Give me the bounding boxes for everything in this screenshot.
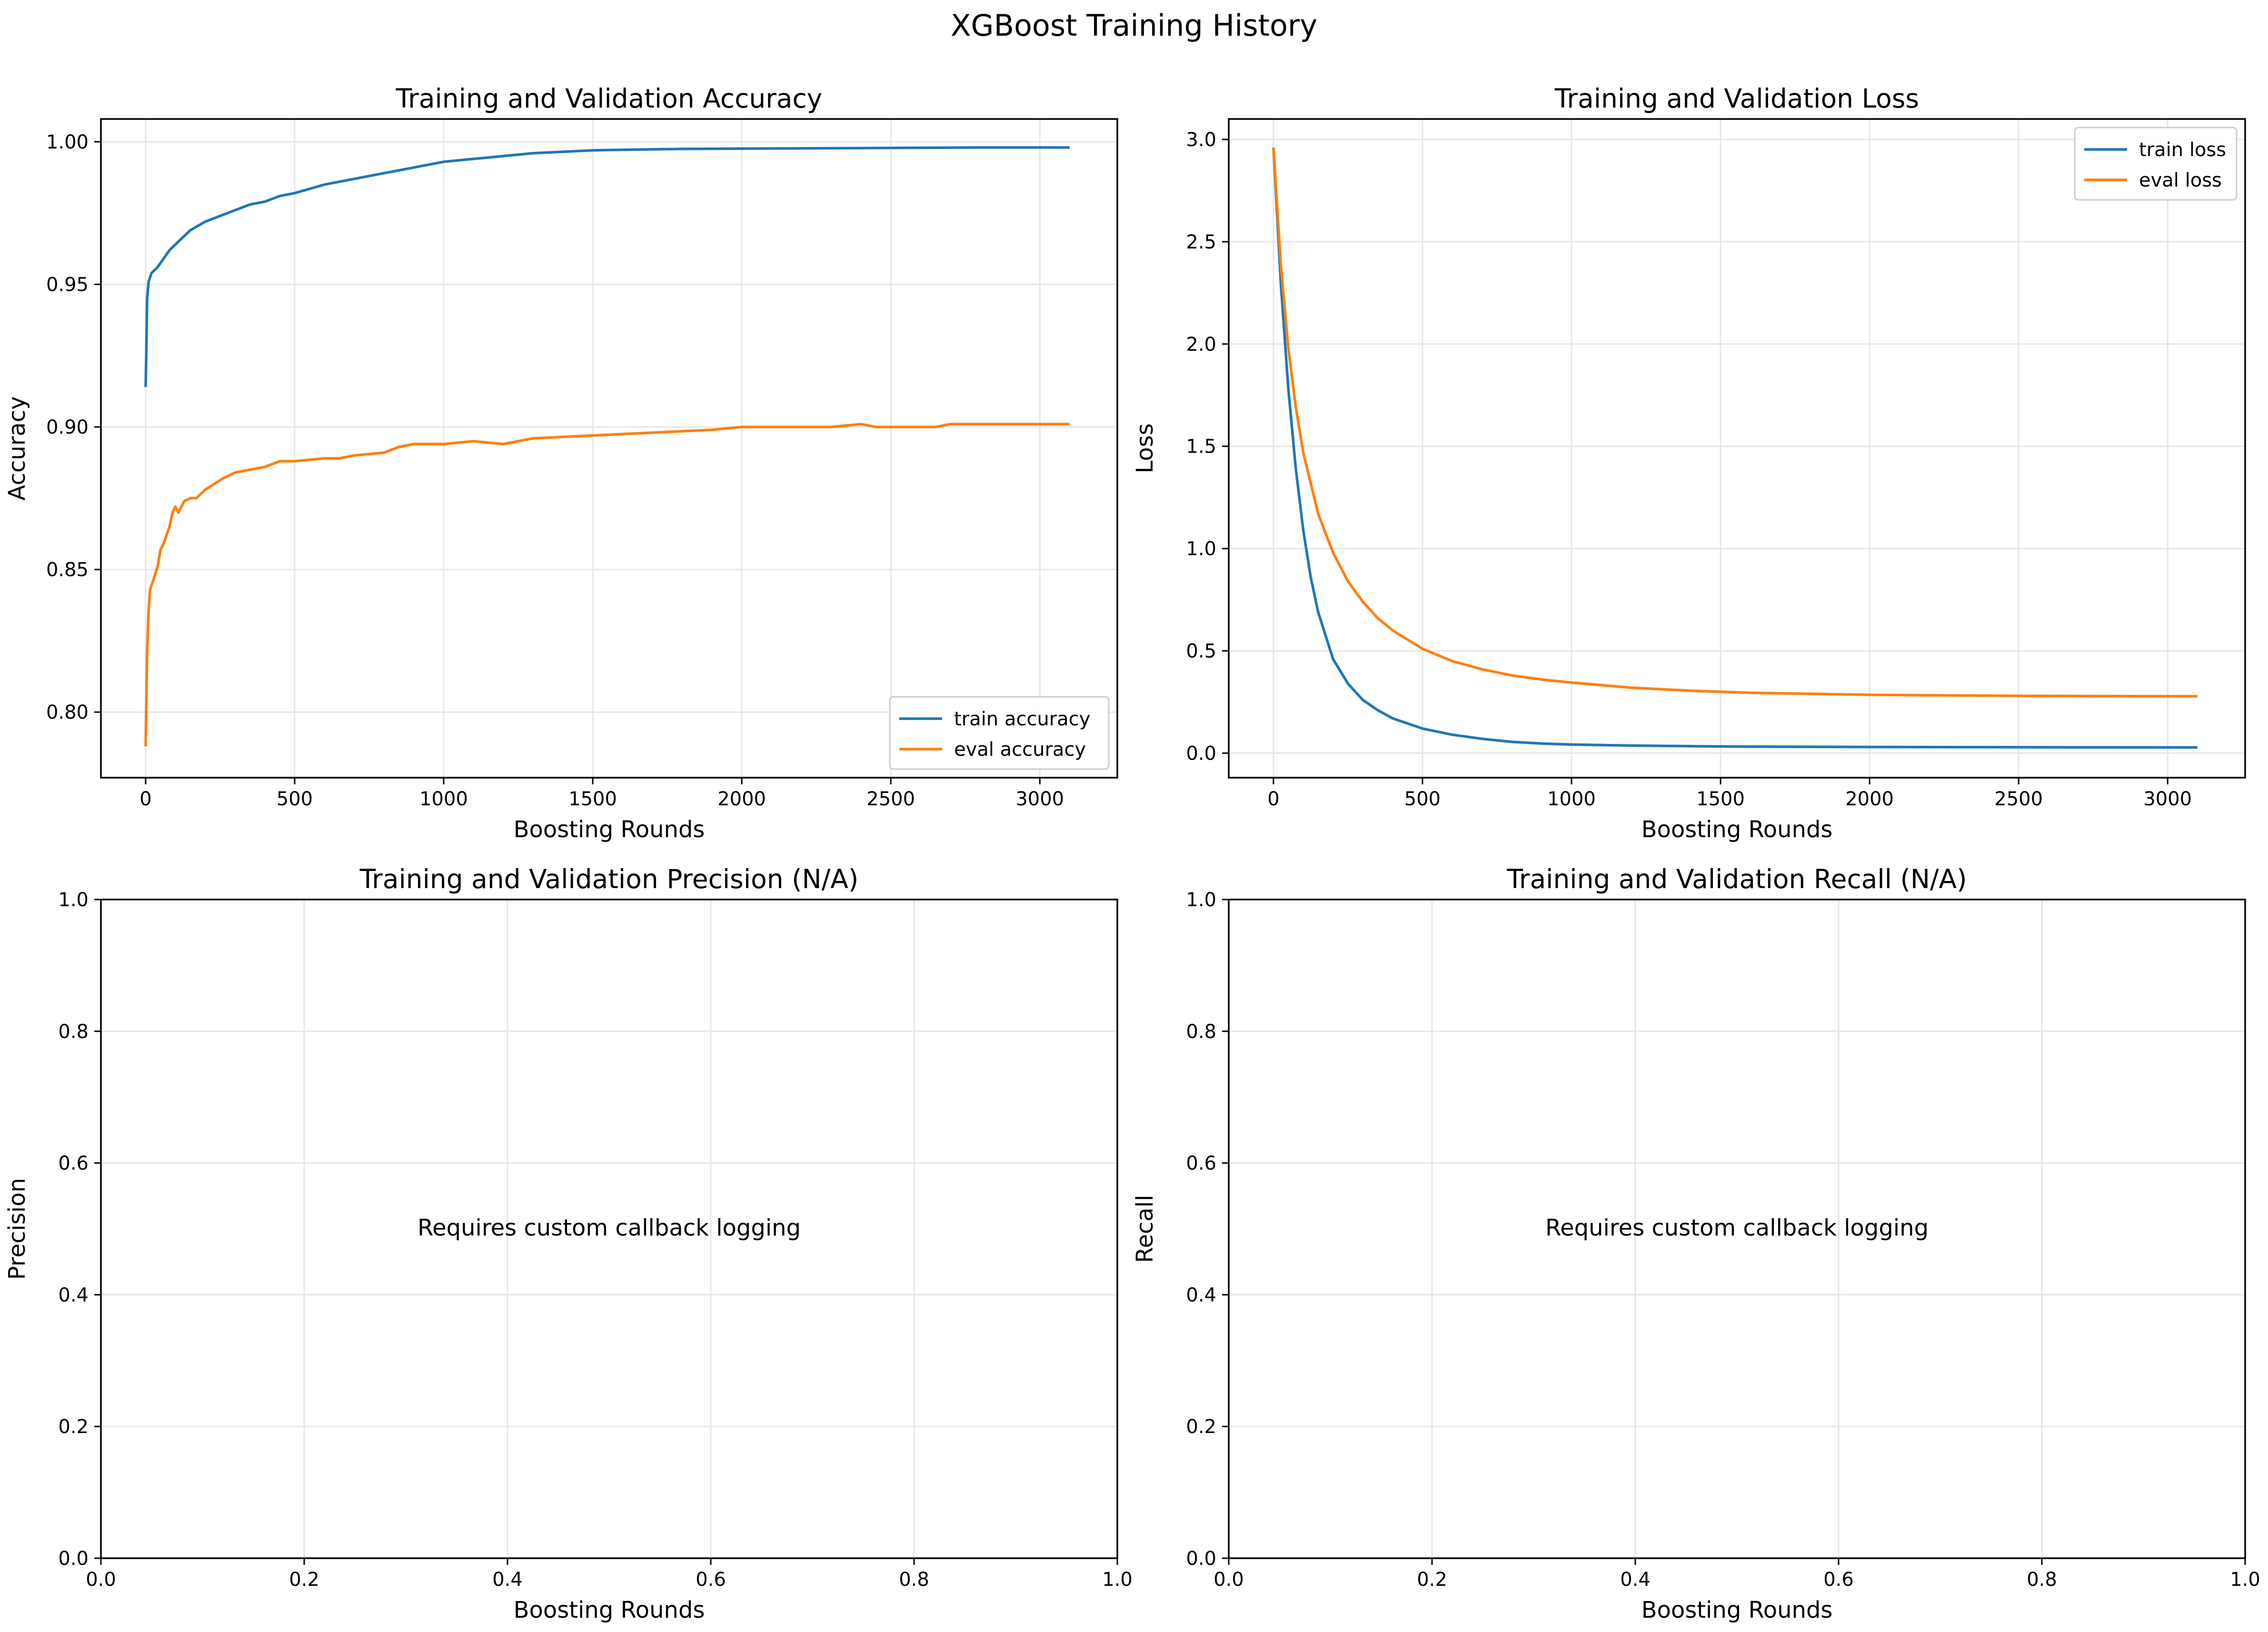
axes-frame — [1228, 899, 2246, 1559]
y-tick-label: 0.4 — [58, 1284, 89, 1306]
y-tick-label: 0.2 — [58, 1416, 89, 1438]
series-line-2 — [1272, 148, 2198, 698]
x-tick-label: 0 — [1267, 788, 1279, 810]
legend-entry: eval accuracy — [954, 739, 1086, 761]
subplot-title: Training and Validation Loss — [1554, 83, 1919, 114]
y-axis-label: Loss — [1132, 423, 1158, 473]
x-tick-label: 1000 — [419, 788, 468, 810]
y-tick-label: 0.90 — [46, 416, 89, 438]
x-tick-label: 2000 — [1845, 788, 1894, 810]
x-tick-label: 0 — [139, 788, 151, 810]
x-tick-label: 500 — [277, 788, 313, 810]
y-axis-label: Precision — [4, 1178, 30, 1280]
x-tick-label: 0.0 — [86, 1569, 116, 1591]
y-tick-label: 1.0 — [1186, 538, 1216, 560]
y-axis-label: Accuracy — [4, 396, 30, 500]
y-tick-label: 0.8 — [58, 1021, 89, 1043]
y-tick-label: 0.80 — [46, 702, 89, 723]
y-axis-label: Recall — [1132, 1195, 1158, 1263]
x-tick-label: 1500 — [1696, 788, 1745, 810]
x-axis-label: Boosting Rounds — [1641, 816, 1833, 843]
x-tick-label: 0.0 — [1214, 1569, 1244, 1591]
y-tick-label: 0.8 — [1186, 1021, 1216, 1043]
x-tick-label: 0.2 — [289, 1569, 319, 1591]
legend-box — [889, 696, 1110, 770]
legend: train loss eval loss — [2074, 127, 2238, 201]
x-tick-label: 2500 — [1994, 788, 2043, 810]
x-tick-label: 3000 — [1015, 788, 1064, 810]
series-line-1 — [1272, 148, 2198, 749]
y-tick-label: 0.5 — [1186, 641, 1216, 663]
x-tick-label: 1500 — [568, 788, 617, 810]
y-tick-label: 0.4 — [1186, 1284, 1216, 1306]
y-tick-label: 1.0 — [1186, 889, 1216, 911]
y-tick-label: 1.0 — [58, 889, 89, 911]
x-tick-label: 0.8 — [2027, 1569, 2057, 1591]
x-tick-label: 1.0 — [1102, 1569, 1133, 1591]
x-tick-label: 0.8 — [899, 1569, 929, 1591]
subplot-title: Training and Validation Recall (N/A) — [1506, 864, 1967, 894]
x-axis-label: Boosting Rounds — [514, 816, 705, 843]
y-tick-label: 0.85 — [46, 559, 89, 581]
x-tick-label: 1000 — [1547, 788, 1596, 810]
subplot-4: 0.0 0.2 0.4 0.6 0.8 1.0 0.0 0.2 0.4 0.6 0.8 1.0 Trai… — [1132, 864, 2260, 1623]
y-tick-label: 2.0 — [1186, 334, 1216, 356]
y-tick-label: 0.2 — [1186, 1416, 1216, 1438]
y-tick-label: 0.0 — [1186, 1548, 1216, 1570]
y-tick-label: 0.0 — [58, 1548, 89, 1570]
x-tick-label: 2500 — [866, 788, 915, 810]
y-tick-label: 0.0 — [1186, 742, 1216, 764]
legend-box — [2074, 127, 2238, 201]
y-tick-label: 3.0 — [1186, 129, 1216, 151]
subplot-title: Training and Validation Accuracy — [396, 83, 823, 114]
subplot-grid: 0 500 1000 1500 2000 2500 30000.800.850.900.95… — [4, 83, 2260, 1623]
x-tick-label: 0.6 — [696, 1569, 726, 1591]
legend-entry: train accuracy — [954, 708, 1090, 730]
annotation-text: Requires custom callback logging — [418, 1215, 801, 1241]
x-tick-label: 0.4 — [492, 1569, 523, 1591]
x-tick-label: 1.0 — [2230, 1569, 2260, 1591]
legend-entry: train loss — [2139, 139, 2226, 161]
subplot-1: 0 500 1000 1500 2000 2500 3000 0.80 0.85 0.90 0.95… — [4, 83, 1118, 843]
y-tick-label: 0.95 — [46, 274, 89, 296]
y-tick-label: 2.5 — [1186, 231, 1216, 253]
x-axis-label: Boosting Rounds — [514, 1597, 705, 1623]
axes-frame — [100, 118, 1118, 779]
annotation-text: Requires custom callback logging — [1545, 1215, 1929, 1241]
y-tick-label: 1.5 — [1186, 436, 1216, 458]
figure-title: XGBoost Training History — [951, 8, 1317, 43]
x-tick-label: 2000 — [717, 788, 766, 810]
x-tick-label: 3000 — [2143, 788, 2192, 810]
y-tick-label: 1.00 — [46, 131, 89, 153]
x-axis-label: Boosting Rounds — [1641, 1597, 1833, 1623]
y-tick-label: 0.6 — [1186, 1153, 1216, 1175]
subplot-2: 0 500 1000 1500 2000 2500 3000 0.0 0.5 1.0 1.5 2.0 2… — [1132, 83, 2246, 843]
series-line-1 — [144, 146, 1070, 387]
legend: train accuracy eval accuracy — [889, 696, 1110, 770]
x-tick-label: 0.6 — [1823, 1569, 1854, 1591]
x-tick-label: 500 — [1404, 788, 1441, 810]
x-tick-label: 0.2 — [1417, 1569, 1447, 1591]
legend-entry: eval loss — [2139, 169, 2222, 191]
y-tick-label: 0.6 — [58, 1153, 89, 1175]
subplot-3: 0.0 0.2 0.4 0.6 0.8 1.0 0.0 0.2 0.4 0.6 0.8 1.0 Trai… — [4, 864, 1133, 1623]
axes-frame — [1228, 118, 2246, 779]
series-line-2 — [144, 423, 1070, 747]
axes-frame — [100, 899, 1118, 1559]
x-tick-label: 0.4 — [1620, 1569, 1651, 1591]
subplot-title: Training and Validation Precision (N/A) — [359, 864, 859, 894]
